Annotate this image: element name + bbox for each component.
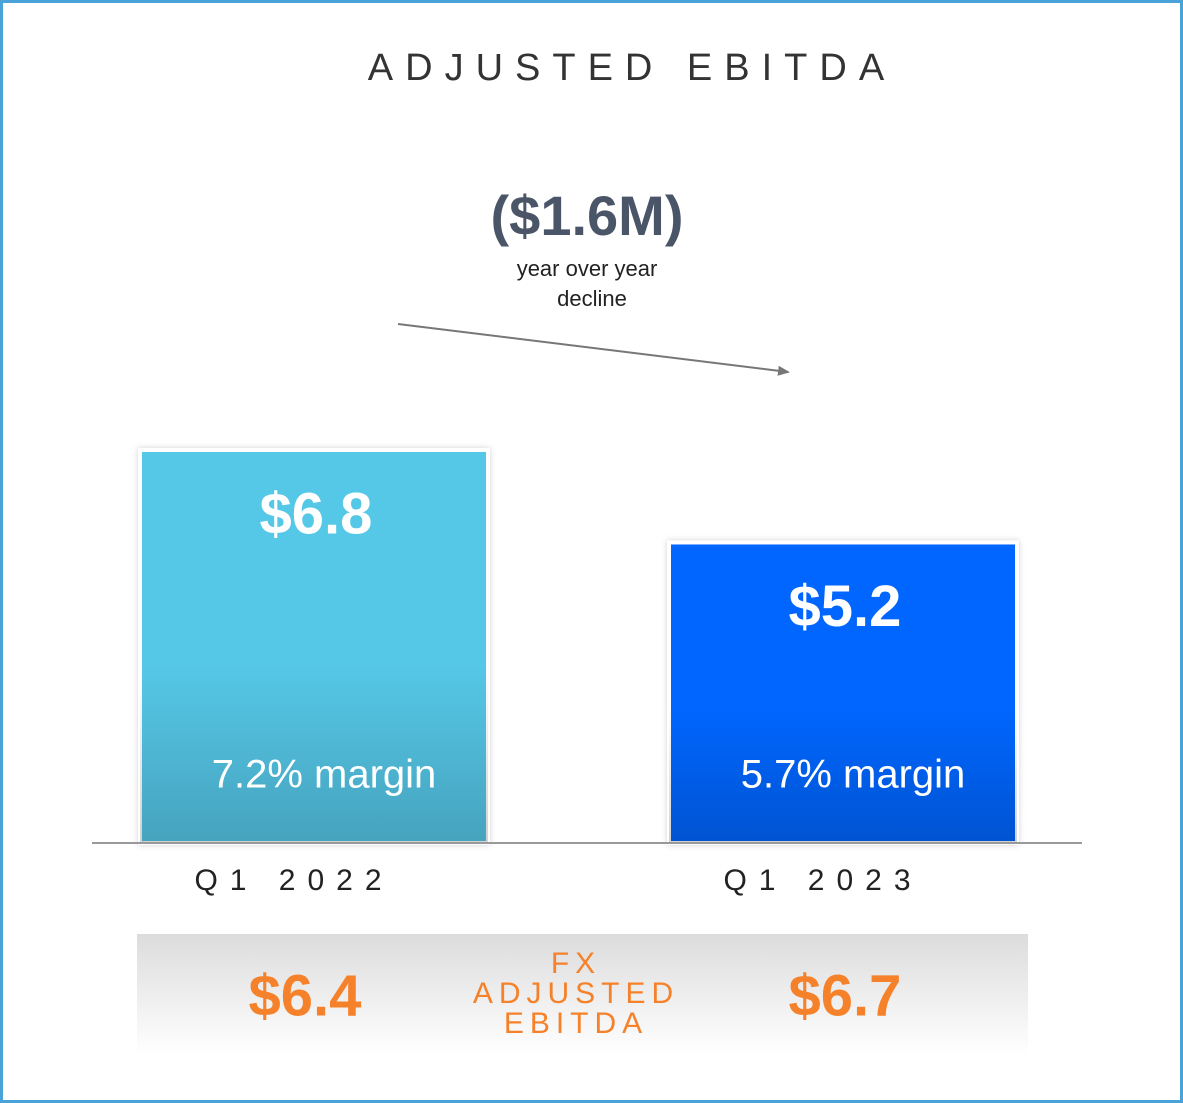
fx-label: EBITDA [504, 1007, 648, 1040]
value-label: $6.8 [260, 481, 373, 546]
bar-shade [669, 542, 1017, 843]
x-tick-label: Q1 2022 [194, 864, 393, 897]
fx-label: ADJUSTED [473, 977, 679, 1010]
chart-title: ADJUSTED EBITDA [368, 47, 896, 89]
annotation-note: year over year [517, 256, 658, 281]
x-tick-label: Q1 2023 [723, 864, 922, 897]
annotation-value: ($1.6M) [491, 184, 684, 247]
fx-band [137, 934, 1028, 1055]
bar-shade [140, 450, 488, 843]
fx-value: $6.4 [249, 963, 362, 1028]
value-label: $5.2 [789, 574, 902, 639]
fx-value: $6.7 [789, 963, 902, 1028]
trend-arrow [397, 323, 790, 376]
fx-label: FX [551, 947, 601, 980]
annotation-note: decline [557, 286, 627, 311]
margin-label: 7.2% margin [212, 753, 437, 797]
margin-label: 5.7% margin [741, 753, 966, 797]
